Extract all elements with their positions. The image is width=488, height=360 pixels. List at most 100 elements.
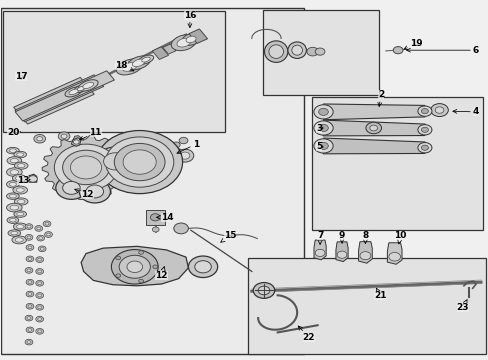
Text: 18: 18 — [115, 61, 134, 71]
Ellipse shape — [10, 170, 19, 175]
Circle shape — [26, 279, 34, 285]
Ellipse shape — [69, 89, 79, 95]
Circle shape — [62, 181, 80, 194]
Polygon shape — [15, 75, 103, 122]
Circle shape — [73, 140, 79, 144]
Text: 13: 13 — [17, 176, 30, 185]
Text: 6: 6 — [406, 46, 478, 55]
Ellipse shape — [17, 212, 23, 216]
Circle shape — [306, 47, 318, 56]
Circle shape — [318, 125, 327, 131]
Polygon shape — [335, 242, 347, 262]
Circle shape — [28, 305, 32, 308]
Circle shape — [434, 107, 443, 113]
Ellipse shape — [18, 199, 25, 203]
Ellipse shape — [7, 157, 21, 165]
Bar — [263, 10, 378, 95]
Circle shape — [38, 258, 41, 261]
Ellipse shape — [17, 225, 24, 229]
Circle shape — [44, 231, 52, 237]
Text: 11: 11 — [80, 128, 102, 140]
Polygon shape — [21, 106, 36, 118]
Circle shape — [36, 257, 43, 262]
Circle shape — [38, 294, 41, 297]
Circle shape — [26, 256, 34, 262]
Ellipse shape — [10, 158, 19, 163]
Circle shape — [313, 121, 332, 135]
Ellipse shape — [6, 147, 19, 154]
Circle shape — [116, 256, 121, 260]
Ellipse shape — [9, 149, 16, 152]
Circle shape — [123, 150, 156, 174]
Ellipse shape — [127, 56, 150, 70]
Circle shape — [39, 237, 42, 239]
Circle shape — [154, 150, 169, 161]
Text: 5: 5 — [315, 142, 323, 151]
Ellipse shape — [13, 186, 27, 194]
Circle shape — [62, 150, 109, 185]
Circle shape — [163, 148, 184, 163]
Circle shape — [25, 224, 33, 229]
Circle shape — [43, 221, 51, 226]
Circle shape — [103, 153, 127, 170]
Polygon shape — [29, 174, 37, 182]
Circle shape — [96, 147, 135, 176]
Circle shape — [127, 261, 142, 273]
Circle shape — [153, 265, 158, 269]
Ellipse shape — [17, 153, 23, 156]
Polygon shape — [386, 243, 401, 264]
Circle shape — [38, 306, 41, 309]
Ellipse shape — [6, 181, 19, 188]
Circle shape — [388, 252, 400, 261]
Circle shape — [61, 134, 67, 138]
Text: 19: 19 — [403, 39, 422, 50]
Circle shape — [27, 236, 31, 239]
Circle shape — [152, 227, 159, 232]
Circle shape — [37, 227, 41, 230]
Circle shape — [27, 341, 31, 343]
Polygon shape — [17, 86, 80, 121]
Circle shape — [25, 339, 33, 345]
Circle shape — [37, 136, 42, 141]
Ellipse shape — [132, 59, 145, 67]
Circle shape — [150, 214, 160, 221]
Text: 7: 7 — [316, 231, 323, 244]
Polygon shape — [323, 138, 424, 154]
Ellipse shape — [77, 86, 84, 91]
Ellipse shape — [6, 193, 19, 199]
Circle shape — [173, 223, 188, 234]
Text: 14: 14 — [156, 213, 173, 222]
Text: 17: 17 — [15, 72, 27, 81]
Ellipse shape — [16, 188, 24, 192]
Circle shape — [165, 144, 172, 149]
Circle shape — [315, 249, 325, 256]
Circle shape — [27, 225, 31, 228]
Text: 2: 2 — [377, 90, 384, 107]
Text: 12: 12 — [75, 189, 94, 199]
Circle shape — [70, 156, 102, 179]
Circle shape — [25, 234, 33, 240]
Circle shape — [430, 104, 447, 117]
Circle shape — [159, 138, 168, 145]
Circle shape — [25, 315, 33, 321]
Polygon shape — [81, 246, 188, 286]
Circle shape — [38, 270, 41, 273]
Ellipse shape — [138, 55, 153, 64]
Ellipse shape — [16, 176, 23, 180]
Circle shape — [172, 142, 180, 148]
Circle shape — [38, 318, 41, 320]
Ellipse shape — [15, 238, 23, 242]
Bar — [146, 210, 164, 225]
Circle shape — [38, 330, 41, 333]
Text: 4: 4 — [452, 107, 478, 116]
Circle shape — [25, 267, 33, 273]
Polygon shape — [323, 120, 424, 136]
Polygon shape — [17, 90, 69, 121]
Ellipse shape — [65, 87, 82, 97]
Circle shape — [253, 283, 274, 298]
Ellipse shape — [10, 205, 19, 210]
Circle shape — [45, 222, 49, 225]
Ellipse shape — [78, 80, 98, 91]
Circle shape — [369, 125, 377, 131]
Circle shape — [318, 143, 327, 149]
